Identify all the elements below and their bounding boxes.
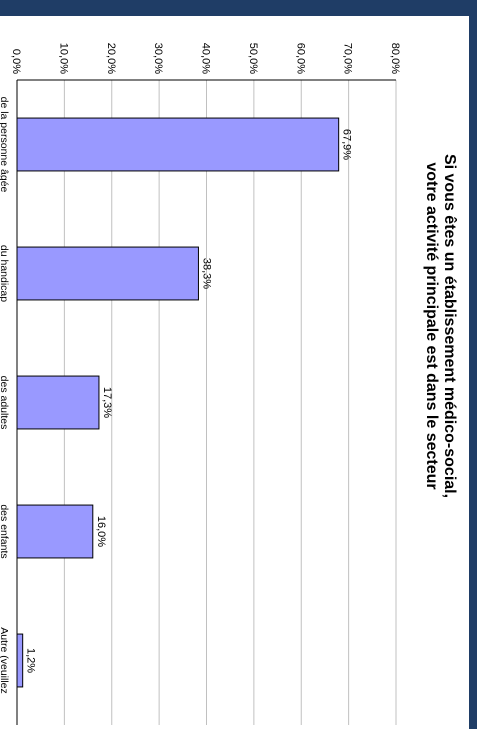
- y-tick-label: 40,0%: [200, 43, 212, 74]
- data-label: 16,0%: [95, 516, 107, 547]
- bar: [16, 117, 340, 172]
- chart-title: Si vous êtes un établissement médico-soc…: [423, 154, 458, 498]
- y-tick-label: 20,0%: [105, 43, 117, 74]
- gridlines: [63, 80, 397, 725]
- category-label: des adultes: [0, 376, 10, 430]
- chart-title-line-2: votre activité principale est dans le se…: [423, 162, 440, 489]
- chart-title-line-1: Si vous êtes un établissement médico-soc…: [441, 154, 458, 498]
- category-label: Autre (veuillezpréciser): [0, 627, 10, 694]
- category-labels: de la personne âgée du handicap des adulte…: [0, 97, 10, 694]
- y-tick-label: 30,0%: [152, 43, 164, 74]
- data-label: 17,3%: [101, 387, 113, 418]
- data-label: 67,9%: [341, 129, 353, 160]
- category-label: des enfants: [0, 504, 10, 558]
- bar: [16, 504, 94, 559]
- y-tick-label: 60,0%: [294, 43, 306, 74]
- bar: [16, 633, 24, 688]
- y-tick-label: 80,0%: [389, 43, 401, 74]
- y-tick-label: 50,0%: [247, 43, 259, 74]
- category-label: de la personne âgée: [0, 97, 10, 193]
- axes: [16, 79, 396, 725]
- y-tick-label: 10,0%: [57, 43, 69, 74]
- category-label: du handicap: [0, 245, 10, 302]
- data-label: 1,2%: [25, 648, 37, 673]
- bar: [16, 375, 100, 430]
- y-tick-labels: 0,0% 10,0% 20,0% 30,0% 40,0% 50,0% 60,0% 70,0% 8…: [10, 43, 401, 74]
- data-label: 38,3%: [200, 258, 212, 289]
- data-labels: 67,9% 38,3% 17,3% 16,0% 1,2%: [25, 129, 353, 673]
- bars: [16, 117, 340, 688]
- y-tick-label: 0,0%: [10, 49, 22, 74]
- y-tick-label: 70,0%: [342, 43, 354, 74]
- bar: [16, 246, 199, 301]
